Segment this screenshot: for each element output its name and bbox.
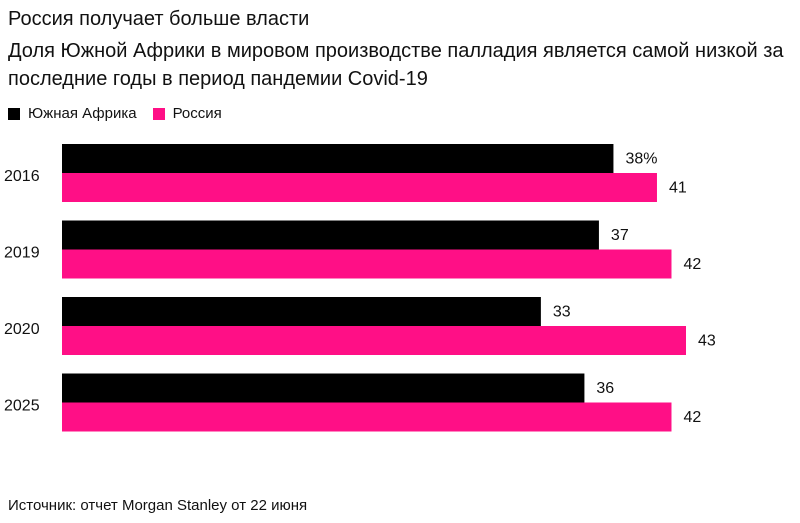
- legend: Южная Африка Россия: [8, 104, 238, 124]
- value-label-russia-2025: 42: [683, 409, 701, 426]
- bar-russia-2025: [62, 402, 672, 432]
- bar-russia-2016: [62, 173, 657, 202]
- category-label-2020: 2020: [4, 321, 40, 338]
- legend-label-russia: Россия: [172, 105, 222, 122]
- category-label-2016: 2016: [4, 168, 40, 185]
- bar-south-africa-2020: [62, 297, 541, 326]
- bar-russia-2019: [62, 249, 672, 279]
- value-label-russia-2019: 42: [683, 256, 701, 273]
- legend-swatch-south-africa: [8, 108, 20, 120]
- bar-south-africa-2016: [62, 144, 614, 173]
- legend-swatch-russia: [152, 108, 165, 120]
- legend-item-south-africa: Южная Африка: [8, 104, 137, 124]
- bar-russia-2020: [62, 326, 686, 355]
- legend-item-russia: Россия: [152, 104, 222, 124]
- bar-chart: 2016 38% 41 2019 37 42 2020 33 43 2025 36 42: [4, 144, 716, 432]
- bar-south-africa-2025: [62, 373, 585, 403]
- bar-south-africa-2019: [62, 220, 599, 250]
- chart-subtitle: Доля Южной Африки в мировом производстве…: [8, 40, 784, 90]
- source-note: Источник: отчет Morgan Stanley от 22 июн…: [8, 497, 308, 514]
- value-label-south-africa-2025: 36: [596, 380, 614, 397]
- legend-label-south-africa: Южная Африка: [28, 105, 137, 122]
- value-label-russia-2020: 43: [698, 333, 716, 350]
- value-label-south-africa-2016: 38%: [625, 151, 657, 168]
- category-label-2025: 2025: [4, 398, 40, 415]
- value-label-south-africa-2019: 37: [611, 227, 629, 244]
- chart-title: Россия получает больше власти: [8, 8, 310, 30]
- value-label-russia-2016: 41: [669, 180, 687, 197]
- category-label-2019: 2019: [4, 245, 40, 262]
- value-label-south-africa-2020: 33: [553, 304, 571, 321]
